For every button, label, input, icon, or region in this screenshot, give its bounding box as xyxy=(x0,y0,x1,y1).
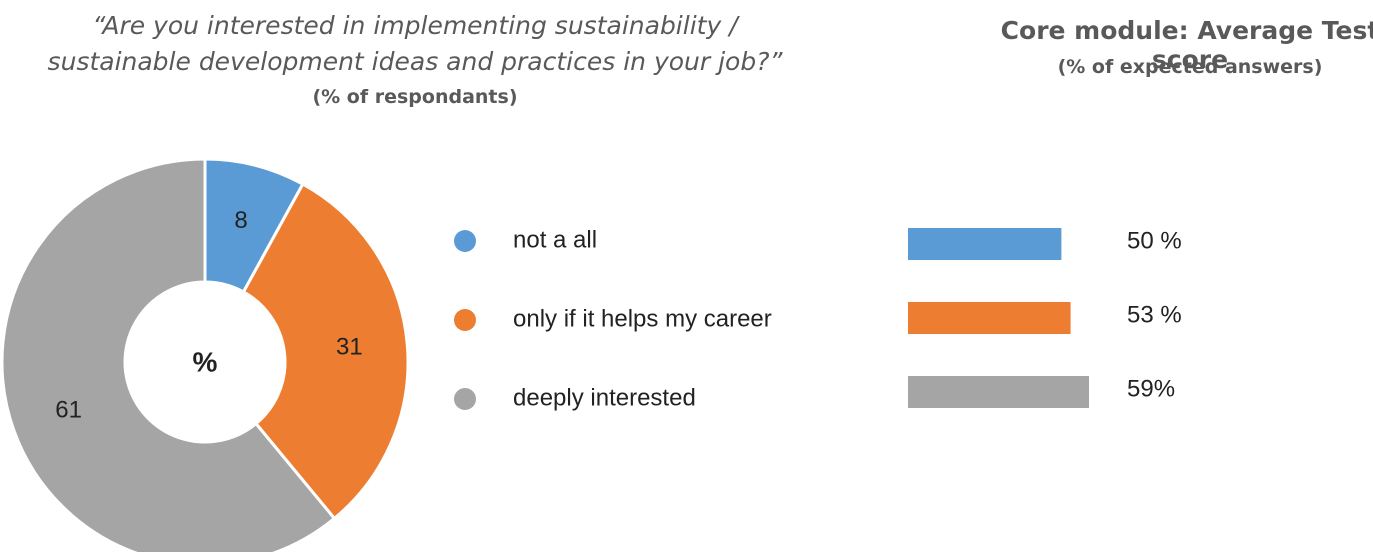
bar xyxy=(908,376,1089,408)
bar-subtitle: (% of expected answers) xyxy=(1057,56,1323,78)
donut-slice xyxy=(0,157,337,552)
legend-label: not a all xyxy=(513,226,597,253)
bar-value-label: 50 % xyxy=(1127,227,1182,254)
bar-value-label: 59% xyxy=(1127,375,1175,402)
legend-label: only if it helps my career xyxy=(513,305,772,332)
donut-subtitle: (% of respondants) xyxy=(312,86,518,108)
donut-center-label: % xyxy=(193,346,218,377)
bar-title: Core module: Average Test score xyxy=(1000,16,1373,74)
bar xyxy=(908,302,1071,334)
slice-label: 61 xyxy=(55,396,82,423)
donut-title: “Are you interested in implementing sust… xyxy=(47,11,783,76)
bar-value-label: 53 % xyxy=(1127,301,1182,328)
legend-marker xyxy=(454,230,476,252)
donut-slice xyxy=(241,182,410,521)
slice-label: 8 xyxy=(234,207,247,234)
bar xyxy=(908,228,1062,260)
legend-label: deeply interested xyxy=(513,384,696,411)
legend-marker xyxy=(454,388,476,410)
slice-label: 31 xyxy=(336,334,363,361)
legend-marker xyxy=(454,309,476,331)
